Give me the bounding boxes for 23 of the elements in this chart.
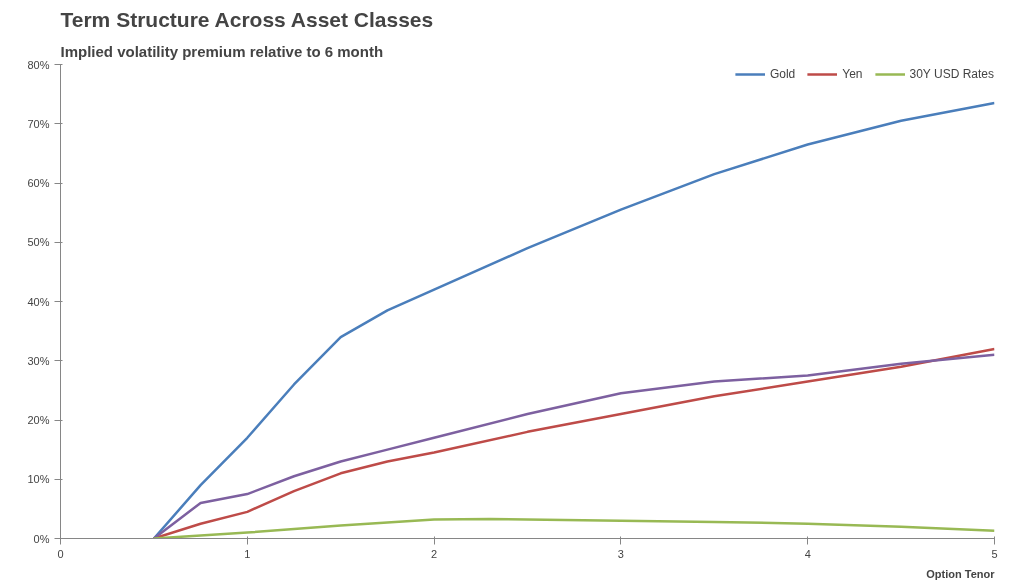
y-tick-label: 60% bbox=[27, 177, 50, 189]
line-series bbox=[152, 101, 995, 539]
y-tick-label: 50% bbox=[27, 236, 50, 249]
legend-label: 30Y USD Rates bbox=[909, 67, 994, 81]
chart-subtitle: Implied volatility premium relative to 6 month bbox=[60, 42, 384, 60]
x-tick-label: 2 bbox=[431, 547, 438, 560]
x-axis-title: Option Tenor bbox=[926, 567, 996, 580]
legend-label: Yen bbox=[842, 67, 863, 81]
y-tick-label: 40% bbox=[27, 295, 50, 308]
y-tick-label: 30% bbox=[27, 354, 50, 367]
y-tick-label: 10% bbox=[27, 473, 50, 486]
y-tick-label: 20% bbox=[27, 414, 50, 426]
y-tick-label: 0% bbox=[33, 532, 50, 545]
x-tick-label: 5 bbox=[991, 547, 998, 560]
x-tick-label: 0 bbox=[57, 547, 64, 560]
x-tick-label: 3 bbox=[617, 547, 624, 560]
x-tick-label: 4 bbox=[804, 547, 811, 560]
y-tick-label: 80% bbox=[27, 58, 50, 71]
chart-title: Term Structure Across Asset Classes bbox=[60, 7, 434, 31]
x-tick-label: 1 bbox=[244, 547, 251, 560]
y-tick-label: 70% bbox=[27, 117, 50, 130]
legend-label: Gold bbox=[769, 67, 796, 81]
line-series bbox=[152, 517, 995, 539]
